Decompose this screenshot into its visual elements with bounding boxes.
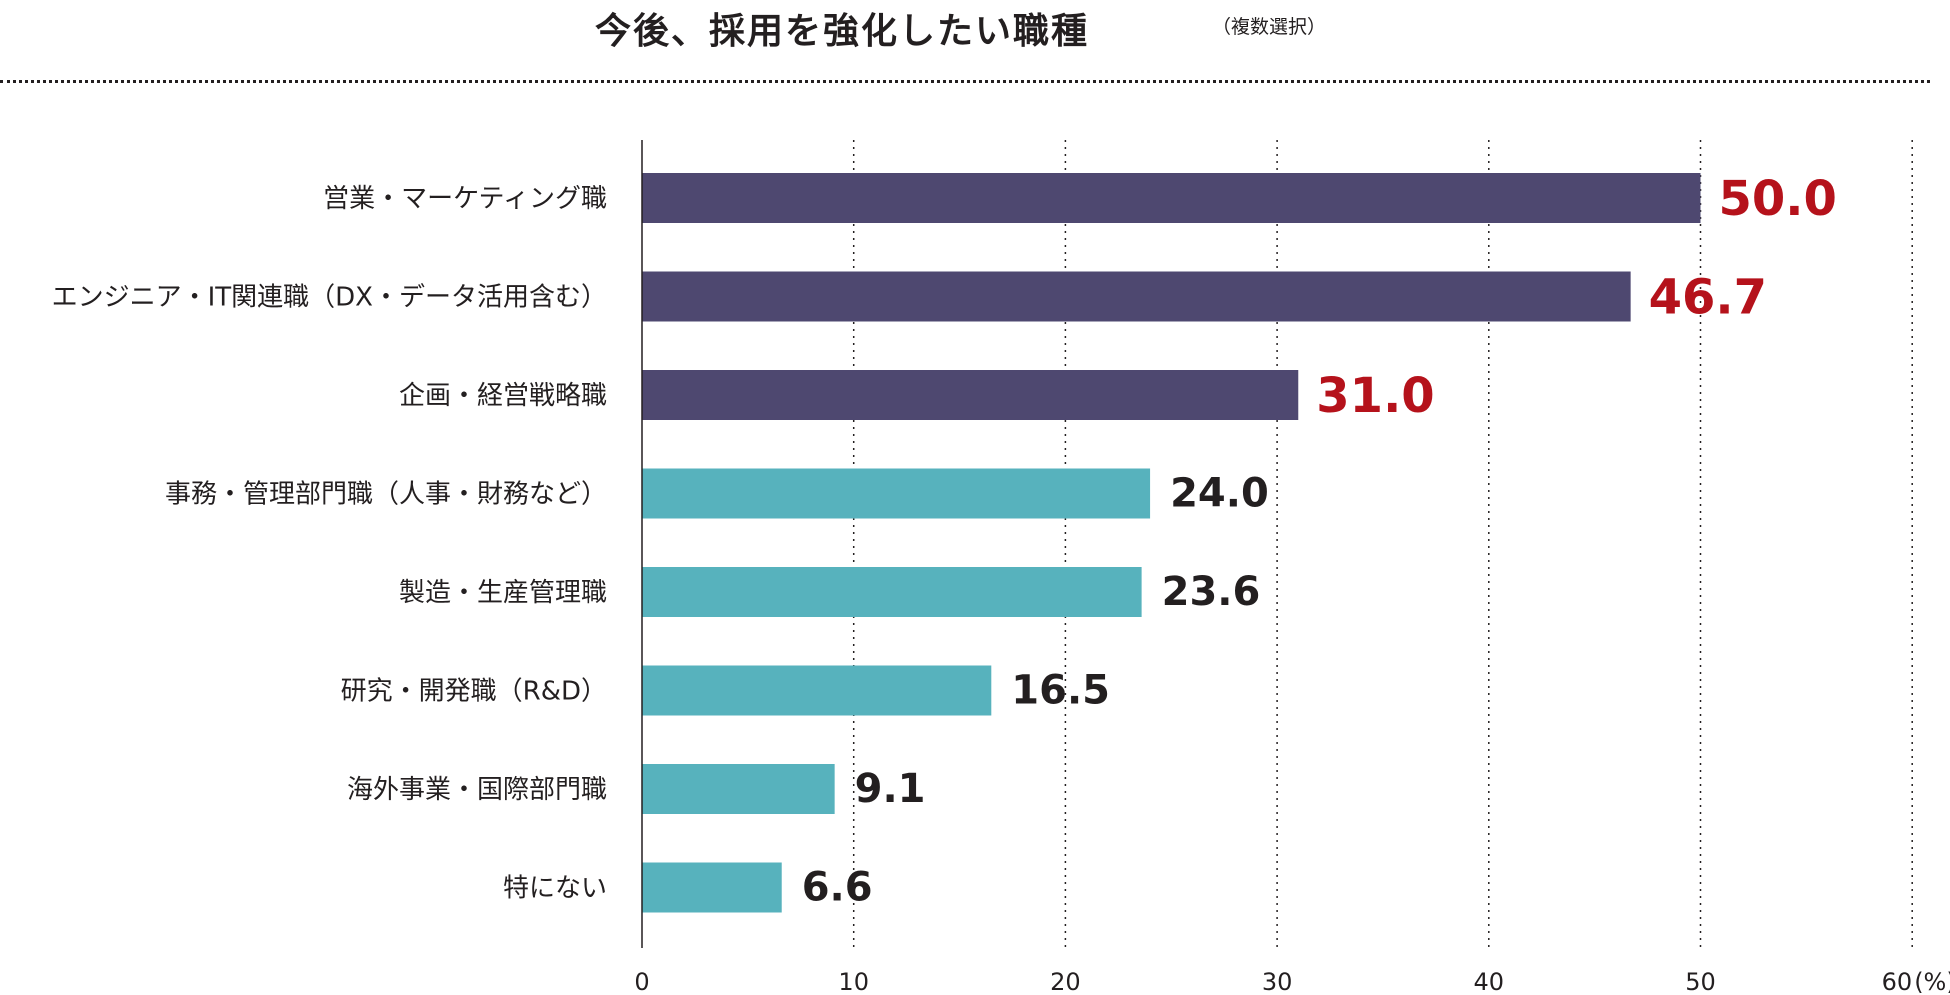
category-label-3: 企画・経営戦略職 [399, 381, 607, 411]
value-label-4: 24.0 [1170, 471, 1269, 517]
value-label-3: 31.0 [1316, 368, 1434, 424]
value-label-1: 50.0 [1719, 171, 1837, 227]
category-label-7: 海外事業・国際部門職 [347, 775, 607, 805]
category-label-5: 製造・生産管理職 [399, 578, 607, 608]
unit-label: (%) [1914, 968, 1950, 995]
value-label-7: 9.1 [855, 766, 926, 812]
chart-subtitle: （複数選択） [1212, 16, 1327, 38]
tick-label-40: 40 [1474, 968, 1505, 995]
bar-7 [642, 764, 835, 814]
value-label-2: 46.7 [1649, 270, 1767, 326]
category-label-6: 研究・開発職（R&D） [341, 677, 607, 707]
bar-2 [642, 271, 1631, 322]
category-label-8: 特にない [503, 874, 607, 904]
chart-title: 今後、採用を強化したい職種 [595, 11, 1090, 52]
tick-label-60: 60 [1882, 968, 1913, 995]
bar-3 [642, 370, 1299, 420]
bar-4 [642, 468, 1151, 519]
bar-8 [642, 862, 782, 913]
category-label-2: エンジニア・IT関連職（DX・データ活用含む） [52, 283, 607, 313]
value-label-8: 6.6 [802, 865, 873, 911]
title-divider [0, 80, 1930, 83]
tick-label-20: 20 [1050, 968, 1081, 995]
tick-label-30: 30 [1262, 968, 1293, 995]
bar-5 [642, 567, 1142, 617]
tick-label-10: 10 [838, 968, 869, 995]
value-label-5: 23.6 [1162, 569, 1261, 615]
tick-label-0: 0 [634, 968, 649, 995]
bar-6 [642, 665, 992, 716]
category-label-4: 事務・管理部門職（人事・財務など） [165, 480, 607, 510]
category-label-1: 営業・マーケティング職 [323, 184, 607, 214]
chart-header: 今後、採用を強化したい職種 （複数選択） [0, 0, 1950, 60]
tick-label-50: 50 [1685, 968, 1716, 995]
bar-1 [642, 173, 1701, 223]
value-label-6: 16.5 [1011, 668, 1110, 714]
